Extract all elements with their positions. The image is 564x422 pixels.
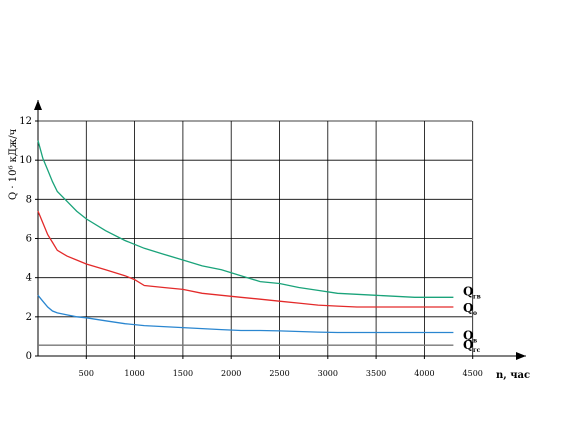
y-tick-label: 12 [19, 116, 32, 127]
y-axis-arrow [34, 100, 42, 110]
x-axis-arrow [516, 352, 526, 360]
series-label-sub: гс [473, 347, 481, 354]
tick-labels: 0 2 4 6 8 10 12 500 1000 1500 2000 2500 3000 3500 4000… [19, 116, 483, 378]
x-tick-label: 1000 [124, 369, 144, 378]
series-label: Q [463, 329, 473, 343]
y-tick-label: 2 [26, 312, 32, 323]
y-tick-label: 8 [26, 194, 32, 205]
series-line-гв [37, 140, 454, 298]
x-axis-title: n, час [496, 370, 530, 381]
y-tick-label: 6 [26, 234, 32, 245]
x-tick-label: 4500 [463, 369, 483, 378]
x-tick-label: 2500 [269, 369, 289, 378]
series-label: Q [463, 284, 473, 298]
series-line-о [37, 210, 454, 308]
series-label-sub: гв [473, 293, 481, 300]
y-tick-label: 4 [26, 273, 32, 284]
grid [38, 120, 474, 356]
series-label-sub: о [473, 310, 477, 317]
x-tick-label: 1500 [173, 369, 193, 378]
x-tick-label: 4000 [414, 369, 434, 378]
x-tick-label: 3500 [366, 369, 386, 378]
x-tick-label: 2000 [221, 369, 241, 378]
y-axis-title: Q · 10⁶ кДж/ч [8, 128, 19, 200]
x-tick-label: 3000 [318, 369, 338, 378]
x-tick-label: 500 [79, 369, 94, 378]
y-tick-label: 0 [26, 351, 32, 362]
series-label-sub: в [473, 338, 477, 345]
series-line-в [37, 294, 454, 334]
series-label: Q [463, 301, 473, 315]
y-tick-label: 10 [19, 155, 32, 166]
series-label: Q [463, 338, 473, 352]
series-lines [37, 140, 454, 346]
